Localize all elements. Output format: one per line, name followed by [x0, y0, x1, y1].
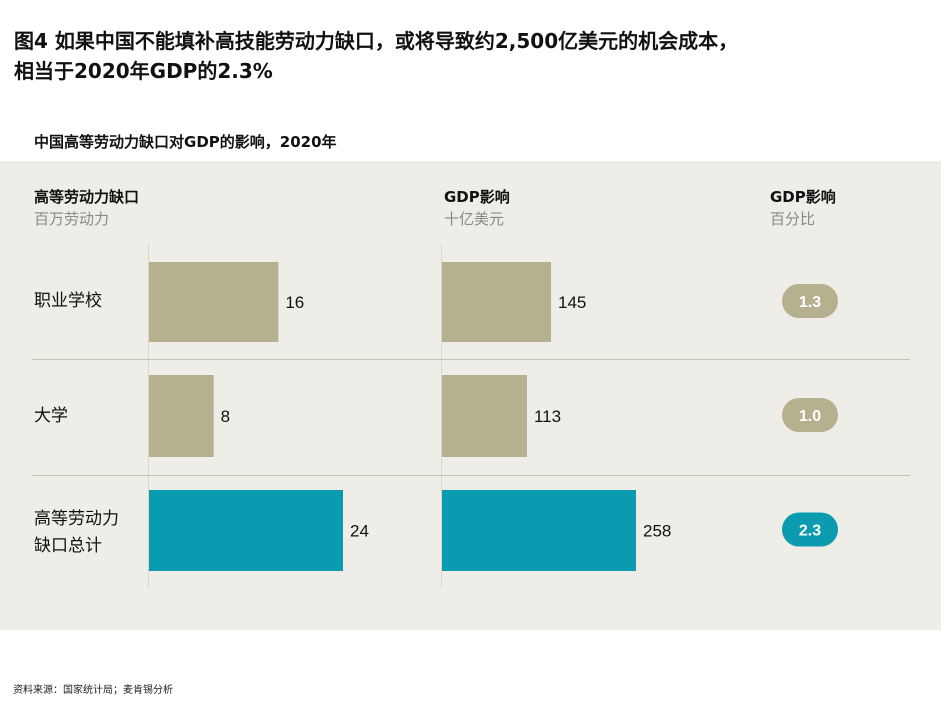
chart-subtitle: 中国高等劳动力缺口对GDP的影响，2020年 — [34, 133, 337, 151]
bar-labor-gap-2 — [149, 490, 343, 571]
column-header-gdp-usd-unit: 十亿美元 — [444, 210, 505, 228]
row-separator — [32, 359, 910, 360]
gdp-percent-pill — [782, 398, 838, 432]
column-header-gdp-impact-usd: GDP影响 十亿美元 — [444, 186, 510, 230]
bar-value-label: 113 — [534, 407, 561, 426]
bar-labor-gap-1 — [149, 375, 214, 457]
bar-value-label: 16 — [285, 293, 304, 312]
bar-value-label: 145 — [558, 293, 586, 312]
row-label-university: 大学 — [34, 403, 68, 430]
gdp-percent-value: 1.0 — [799, 408, 821, 425]
labor-gap-axis — [148, 243, 149, 588]
column-header-gdp-usd-title: GDP影响 — [444, 188, 510, 206]
title-line-1: 图4 如果中国不能填补高技能劳动力缺口，或将导致约2,500亿美元的机会成本， — [14, 29, 739, 53]
column-header-gdp-impact-pct: GDP影响 百分比 — [770, 186, 836, 230]
bar-value-label: 8 — [221, 407, 230, 426]
row-separator — [32, 475, 910, 476]
bar-value-label: 258 — [643, 522, 671, 541]
column-header-labor-gap: 高等劳动力缺口 百万劳动力 — [34, 186, 139, 230]
chart-title: 图4 如果中国不能填补高技能劳动力缺口，或将导致约2,500亿美元的机会成本， … — [14, 26, 929, 86]
gdp-impact-axis — [441, 243, 442, 588]
row-label-total-gap: 高等劳动力 缺口总计 — [34, 506, 119, 560]
bar-gdp-impact-0 — [442, 262, 552, 342]
gdp-percent-value: 1.3 — [799, 294, 821, 311]
column-header-labor-gap-title: 高等劳动力缺口 — [34, 188, 140, 206]
row-label-vocational-school: 职业学校 — [34, 288, 102, 315]
gdp-percent-pill — [782, 512, 838, 547]
bar-gdp-impact-1 — [442, 375, 527, 457]
gdp-percent-pill — [782, 284, 838, 318]
title-line-2: 相当于2020年GDP的2.3% — [14, 59, 273, 83]
column-header-gdp-pct-unit: 百分比 — [770, 210, 816, 228]
bar-gdp-impact-2 — [442, 490, 636, 571]
column-header-gdp-pct-title: GDP影响 — [770, 188, 836, 206]
gdp-percent-value: 2.3 — [799, 523, 821, 540]
source-note: 资料来源：国家统计局；麦肯锡分析 — [13, 685, 173, 696]
row-label-line: 高等劳动力 — [34, 509, 119, 529]
row-label-line: 缺口总计 — [34, 536, 102, 556]
row-label-line: 职业学校 — [34, 291, 102, 311]
bar-value-label: 24 — [350, 522, 369, 541]
bar-labor-gap-0 — [149, 262, 279, 342]
row-label-line: 大学 — [34, 406, 68, 426]
column-header-labor-gap-unit: 百万劳动力 — [34, 210, 110, 228]
